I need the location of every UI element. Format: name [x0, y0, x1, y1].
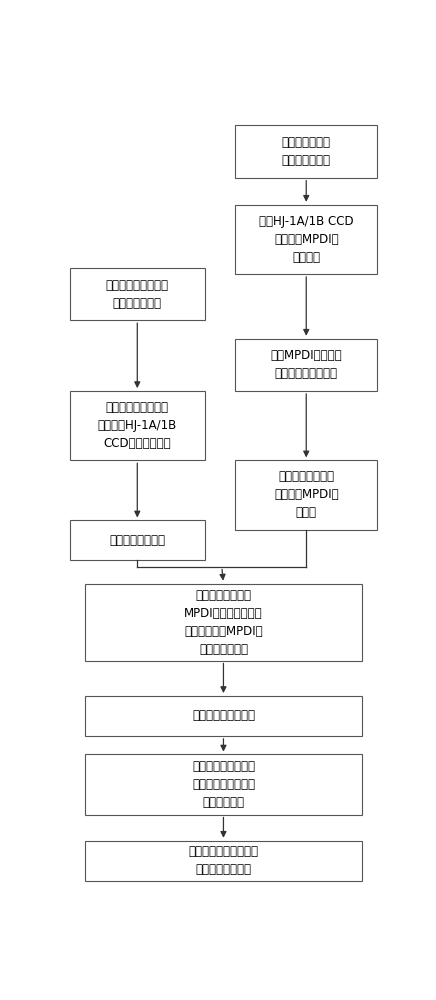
Text: 根据作物的干旱情况，
采取相应防旱措施: 根据作物的干旱情况， 采取相应防旱措施	[188, 845, 259, 876]
FancyBboxPatch shape	[70, 520, 205, 560]
Text: 确定作物的生育期: 确定作物的生育期	[109, 534, 165, 547]
Text: 获取作物的干旱程度: 获取作物的干旱程度	[192, 709, 255, 722]
FancyBboxPatch shape	[235, 460, 377, 530]
Text: 将本地化后的作物生
长模型与HJ-1A/1B
CCD数据进行同化: 将本地化后的作物生 长模型与HJ-1A/1B CCD数据进行同化	[98, 401, 177, 450]
FancyBboxPatch shape	[70, 268, 205, 320]
FancyBboxPatch shape	[85, 584, 362, 661]
Text: 引进作物生长模型并
对其进行本地化: 引进作物生长模型并 对其进行本地化	[106, 279, 169, 310]
Text: 将作物该生育期的
MPDI数据与作物各种
干旱程度下的MPDI数
据阈值进行比较: 将作物该生育期的 MPDI数据与作物各种 干旱程度下的MPDI数 据阈值进行比较	[184, 589, 263, 656]
FancyBboxPatch shape	[235, 205, 377, 274]
Text: 获取监测区的作
为种植分布信息: 获取监测区的作 为种植分布信息	[282, 136, 331, 167]
Text: 根据HJ-1A/1B CCD
数据构建MPDI的
数学模型: 根据HJ-1A/1B CCD 数据构建MPDI的 数学模型	[259, 215, 354, 264]
Text: 得到作物各种干旱
程度下的MPDI数
据阈值: 得到作物各种干旱 程度下的MPDI数 据阈值	[274, 470, 338, 519]
FancyBboxPatch shape	[70, 391, 205, 460]
FancyBboxPatch shape	[235, 339, 377, 391]
Text: 建立MPDI与土壤含
水量之间的数学模型: 建立MPDI与土壤含 水量之间的数学模型	[270, 349, 342, 380]
FancyBboxPatch shape	[85, 754, 362, 815]
Text: 根据作物该生育期对
水分的敏感度，判断
作物干旱情况: 根据作物该生育期对 水分的敏感度，判断 作物干旱情况	[192, 760, 255, 809]
FancyBboxPatch shape	[85, 696, 362, 736]
FancyBboxPatch shape	[85, 841, 362, 881]
FancyBboxPatch shape	[235, 125, 377, 178]
